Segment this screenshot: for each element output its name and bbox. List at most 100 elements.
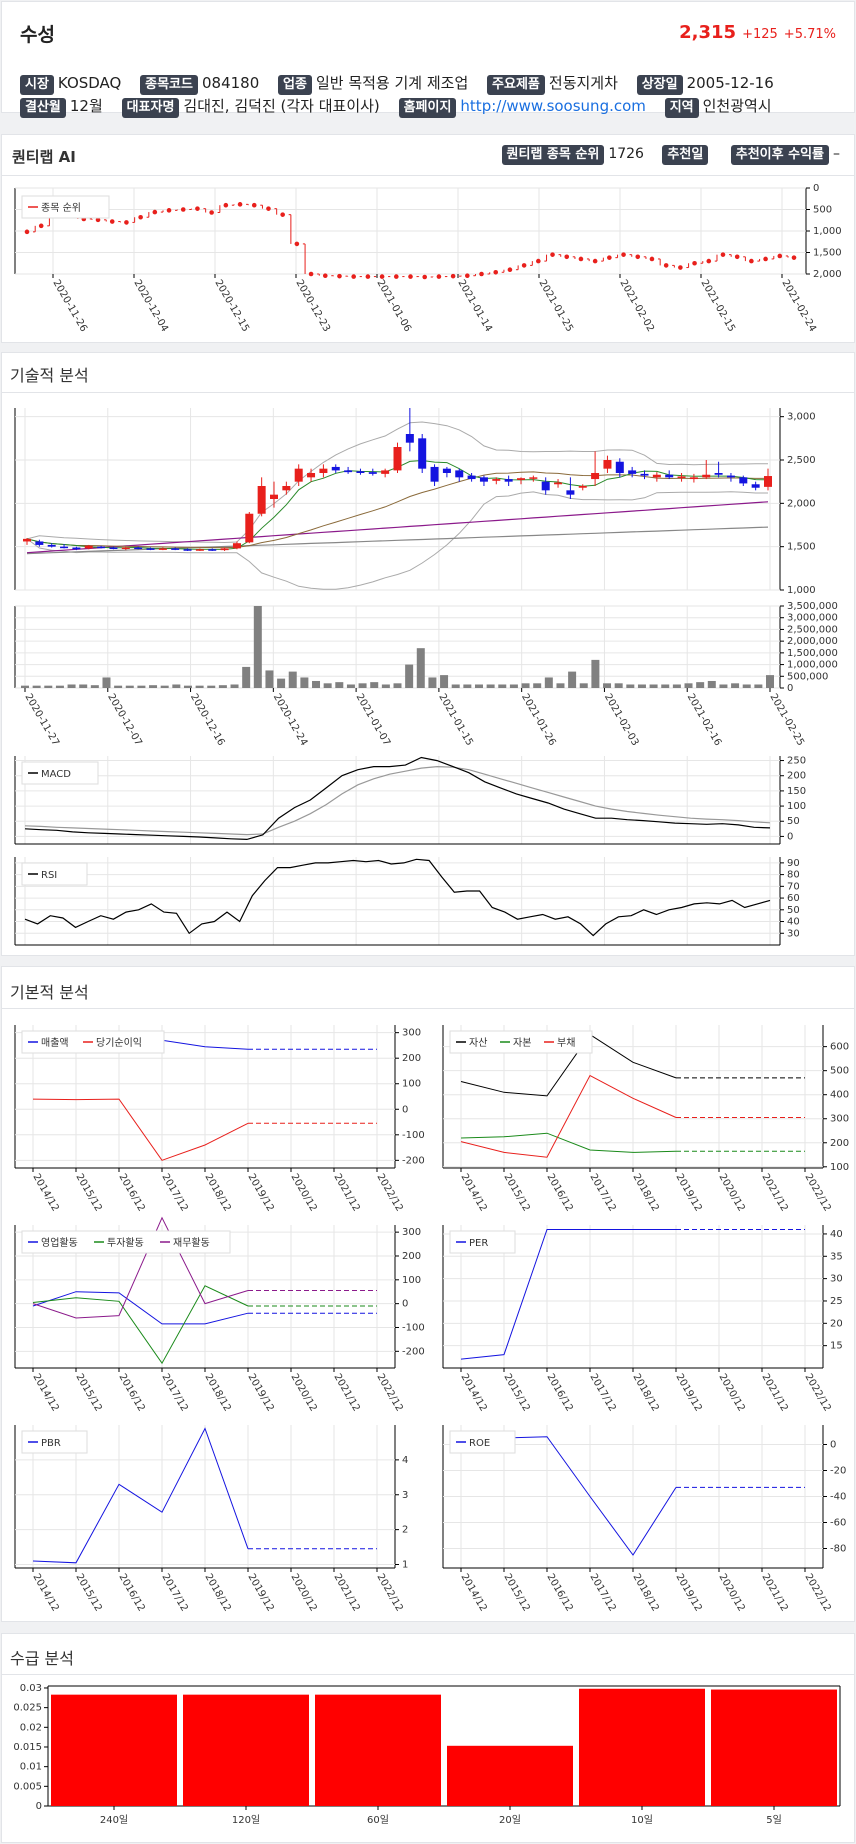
y-tick-label: 0 (787, 683, 793, 694)
y-tick-label: 0.01 (20, 1762, 42, 1773)
y-tick-label: 200 (402, 1053, 421, 1064)
x-tick-label: 2017/12 (587, 1572, 617, 1613)
homepage-link[interactable]: http://www.soosung.com (460, 97, 646, 115)
x-tick-label: 20일 (499, 1814, 521, 1826)
candle-body (726, 475, 735, 478)
rank-point (507, 267, 513, 272)
x-tick-label: 2020-12-15 (212, 278, 251, 334)
sales-series-line (32, 1098, 249, 1161)
volume-bar (707, 680, 716, 688)
y-tick-label: -40 (830, 1492, 846, 1503)
y-tick-label: 400 (830, 1090, 849, 1101)
quantilab-stats: 퀀티랩 종목 순위 1726 추천일 추천이후 수익률 – (501, 145, 840, 165)
volume-bar (556, 683, 565, 688)
ma120-line (26, 526, 769, 555)
volume-bar (463, 684, 472, 688)
candle-body (578, 486, 587, 488)
x-tick-label: 2015/12 (501, 1572, 531, 1613)
candle-body (72, 547, 81, 550)
candle-body (615, 461, 624, 473)
volume-bar (79, 684, 88, 688)
candle-body (418, 438, 427, 469)
x-tick-label: 2020-12-04 (131, 278, 170, 334)
x-tick-label: 2020-12-16 (188, 692, 227, 748)
x-tick-label: 2022/12 (374, 1572, 404, 1613)
legend-label: 영업활동 (41, 1236, 78, 1249)
rank-point (749, 258, 754, 264)
x-tick-label: 2018/12 (202, 1172, 232, 1213)
volume-bar (451, 684, 460, 688)
homepage-tag: 홈페이지 (398, 98, 457, 118)
quantilab-card: 퀀티랩 AI (1, 134, 855, 343)
rank-point (678, 265, 683, 270)
volume-bar (218, 685, 227, 688)
volume-bar (21, 685, 29, 688)
x-tick-label: 120일 (232, 1814, 260, 1826)
candle-body (319, 468, 328, 473)
volume-bar (67, 684, 76, 688)
x-tick-label: 2019/12 (673, 1572, 703, 1613)
y-tick-label: 500 (830, 1066, 849, 1077)
macd-signal-line (24, 765, 771, 836)
x-tick-label: 2016/12 (544, 1572, 574, 1613)
technical-title: 기술적 분석 (10, 366, 89, 385)
volume-bar (125, 685, 134, 688)
candle-body (640, 473, 649, 476)
legend-box (449, 1430, 516, 1454)
rank-point (180, 207, 186, 212)
rank-point (337, 273, 342, 279)
x-tick-label: 2019/12 (245, 1172, 275, 1213)
listing-date-value: 2005-12-16 (686, 74, 774, 92)
x-tick-label: 2021-01-26 (519, 692, 558, 748)
legend-label: 자본 (513, 1037, 531, 1049)
candle-body (381, 470, 390, 474)
supply-bar (711, 1689, 837, 1806)
rank-point (294, 241, 300, 247)
rank-point (351, 274, 356, 279)
volume-bar (207, 685, 216, 688)
per-series-line (460, 1229, 676, 1360)
x-tick-label: 2017/12 (159, 1572, 189, 1613)
x-tick-label: 2021/12 (759, 1172, 789, 1213)
candle-body (183, 549, 192, 551)
x-tick-label: 2022/12 (374, 1372, 404, 1413)
supply-bar (315, 1694, 441, 1806)
rank-point (195, 206, 200, 211)
x-tick-label: 2022/12 (802, 1372, 832, 1413)
industry-tag: 업종 (278, 75, 312, 95)
legend-label: ROE (469, 1438, 490, 1449)
volume-bar (265, 670, 274, 688)
candle-body (35, 541, 44, 545)
listing-date-tag: 상장일 (636, 75, 683, 95)
ceo-value: 김대진, 김덕진 (각자 대표이사) (183, 97, 380, 115)
x-tick-label: 2020/12 (288, 1572, 318, 1613)
y-tick-label: 500 (813, 205, 832, 216)
y-tick-label: 100 (402, 1275, 421, 1286)
rank-point (465, 273, 470, 279)
x-tick-label: 2021-01-06 (374, 278, 413, 334)
rank-point (791, 255, 797, 260)
rec-date-tag: 추천일 (662, 145, 709, 165)
x-tick-label: 2022/12 (802, 1572, 832, 1613)
x-tick-label: 2020-12-24 (271, 692, 310, 748)
x-tick-label: 2020/12 (716, 1572, 746, 1613)
y-tick-label: 70 (787, 881, 800, 892)
rank-point (436, 274, 442, 279)
candle-body (665, 474, 674, 478)
y-tick-label: -100 (402, 1130, 425, 1141)
y-tick-label: 3 (402, 1490, 408, 1501)
volume-bar (719, 684, 728, 688)
x-tick-label: 2015/12 (73, 1372, 103, 1413)
rank-point (649, 256, 655, 262)
x-tick-label: 2014/12 (458, 1572, 488, 1613)
x-tick-label: 2019/12 (673, 1372, 703, 1413)
x-tick-label: 2015/12 (501, 1372, 531, 1413)
balance-series-line (460, 1132, 677, 1153)
stock-header-card: 수성 2,315 +125 +5.71% 시장 KOSDAQ 종목코드 084180 업… (1, 1, 855, 118)
volume-bar (637, 684, 646, 688)
y-tick-label: 100 (402, 1079, 421, 1090)
x-tick-label: 2014/12 (30, 1172, 60, 1213)
volume-bar (149, 685, 158, 688)
macd-values-line (24, 756, 771, 841)
code-value: 084180 (201, 74, 260, 92)
